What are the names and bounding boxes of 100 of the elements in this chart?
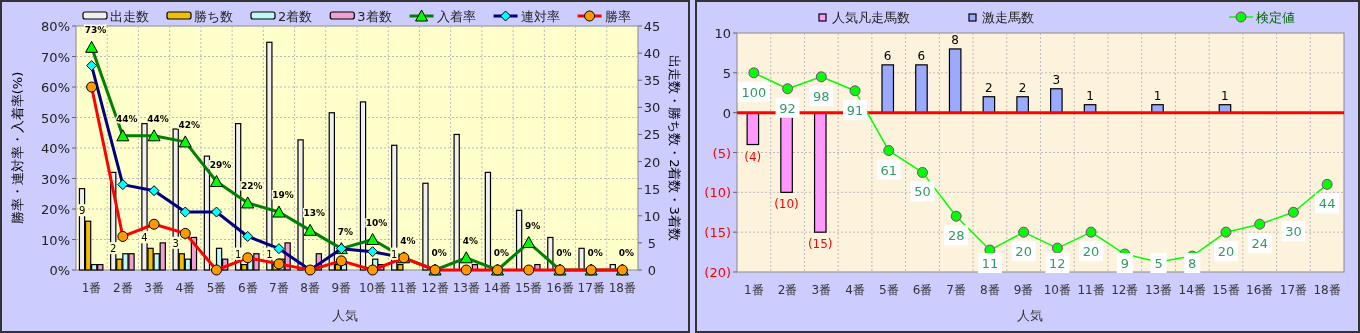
data-label: 1 [391,248,398,260]
legend-label: 出走数 [110,9,149,24]
x-tick-label: 13番 [452,281,480,295]
data-label: 19% [272,190,294,201]
data-label: 1 [1086,88,1094,103]
x-tick-label: 5番 [206,281,227,295]
x-tick-label: 8番 [300,281,320,295]
data-label: 1 [1153,88,1162,103]
data-label: 7% [337,226,354,237]
data-label: (10) [774,197,799,212]
y-tick-label: (5) [712,145,731,161]
data-label: 11 [981,256,999,271]
y-tick-label: 70% [41,49,70,65]
data-label: 5 [1154,256,1163,271]
x-tick-label: 17番 [577,281,605,295]
data-label: 2 [110,243,117,255]
data-label: 2 [1018,80,1027,95]
data-label: 91 [846,102,864,118]
x-tick-label: 11番 [390,281,418,295]
x-tick-label: 18番 [608,281,637,295]
data-label: 0% [431,248,447,258]
data-label: 100 [741,84,767,100]
x-tick-label: 18番 [1313,283,1341,297]
y-tick-label: 50% [41,110,70,126]
data-label: 44 [1318,196,1336,212]
y2-tick-label: 45 [643,19,661,34]
x-tick-label: 7番 [269,281,289,295]
data-label: 10% [365,217,388,228]
y2-tick-label: 25 [643,127,661,143]
y2-tick-label: 40 [643,46,661,62]
data-label: 28 [947,228,965,244]
data-label: 2 [985,80,993,95]
data-label: 29% [209,159,232,170]
x-tick-label: 7番 [946,283,967,297]
data-label: 50 [914,184,931,200]
x-tick-label: 14番 [483,281,512,295]
data-label: 0% [556,248,572,258]
x-tick-label: 14番 [1178,283,1206,297]
data-label: 4% [462,235,478,246]
data-label: 8 [951,32,959,47]
y2-axis-title: 出走数・勝ち数・2着数・3着数 [667,55,682,241]
x-tick-label: 12番 [1111,283,1139,297]
data-label: 9% [525,220,541,231]
data-label: (4) [744,149,762,164]
data-label: 13% [303,208,325,219]
data-label: 30 [1285,224,1302,240]
data-label: 44% [147,113,169,124]
x-tick-label: 6番 [237,281,258,295]
y-axis-title: 勝率・連対率・入着率(%) [10,71,25,225]
y2-tick-label: 10 [643,208,661,224]
y-tick-label: 60% [41,80,70,95]
data-label: 8 [1188,256,1197,271]
y-tick-label: 30% [41,171,70,187]
data-label: 3 [172,237,179,249]
y2-tick-label: 20 [643,154,661,170]
x-tick-label: 10番 [1043,283,1071,297]
x-tick-label: 13番 [1144,283,1173,297]
y-tick-label: 20% [41,202,70,217]
data-label: (15) [807,237,833,252]
y-tick-label: 5 [722,65,731,81]
legend-label: 2着数 [278,9,313,24]
x-tick-label: 11番 [1077,283,1105,297]
x-tick-label: 1番 [81,281,102,295]
legend-label: 人気凡走馬数 [832,10,910,25]
data-label: 1 [235,248,242,260]
data-label: 20 [1082,244,1100,260]
data-label: 0% [587,248,603,258]
data-label: 73% [84,25,107,36]
x-tick-label: 5番 [878,283,899,297]
y-tick-label: 80% [41,19,70,34]
legend-label: 入着率 [436,9,476,24]
y-tick-label: 10 [714,26,731,41]
y-tick-label: (10) [704,185,731,201]
data-label: 0% [618,248,635,258]
legend-label: 勝率 [604,9,631,24]
data-label: 6 [917,48,926,63]
y2-tick-label: 35 [643,73,661,89]
data-label: 3 [1052,72,1061,87]
y2-tick-label: 5 [647,235,657,251]
x-tick-label: 9番 [331,281,352,295]
x-axis-title: 人気 [332,308,358,323]
y-tick-label: 0% [49,263,70,278]
x-tick-label: 16番 [546,281,574,295]
y-tick-label: (15) [704,225,731,241]
data-label: 9 [78,205,86,217]
y2-tick-label: 15 [643,181,661,197]
data-label: 61 [880,162,898,178]
data-label: 9 [1120,256,1129,271]
data-label: 42% [178,119,201,130]
x-tick-label: 15番 [515,281,543,295]
data-label: 22% [240,180,263,191]
legend-label: 3着数 [357,9,392,24]
x-tick-label: 1番 [744,283,764,297]
data-label: 4 [141,232,148,244]
data-label: 4% [400,235,416,246]
x-tick-label: 17番 [1279,283,1308,297]
data-label: 24 [1251,236,1268,252]
data-label: 6 [883,48,892,63]
x-tick-label: 4番 [845,283,865,297]
x-tick-label: 10番 [358,281,387,295]
